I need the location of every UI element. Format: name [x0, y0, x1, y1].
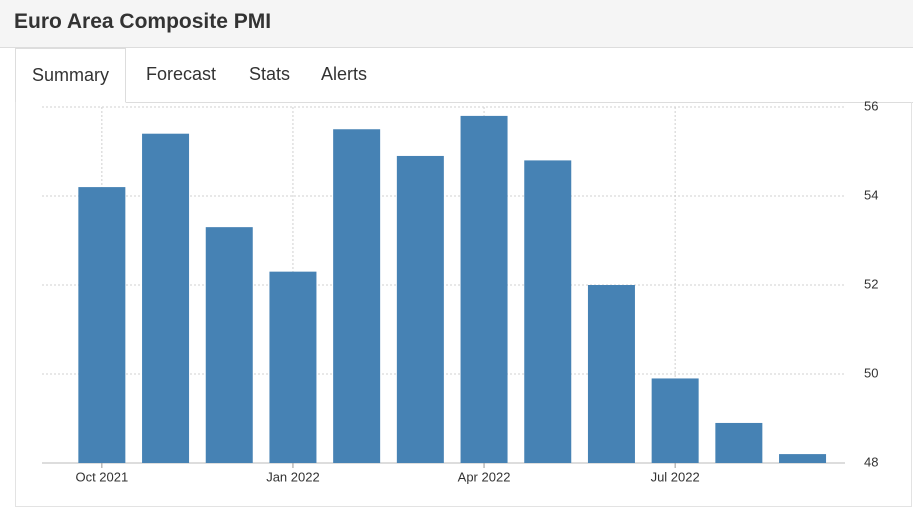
bar — [651, 378, 699, 463]
page-title: Euro Area Composite PMI — [14, 10, 272, 33]
tab[interactable]: Stats — [249, 64, 291, 84]
tab[interactable]: Forecast — [146, 64, 217, 84]
bar — [142, 133, 190, 463]
x-tick-label: Jan 2022 — [266, 469, 320, 484]
tab[interactable]: Summary — [15, 48, 127, 103]
tab-bar: Summary Forecast Stats Alerts — [15, 48, 913, 103]
x-tick-label: Oct 2021 — [75, 469, 128, 484]
bar — [524, 160, 572, 463]
y-tick-label: 56 — [864, 98, 878, 113]
x-tick-label: Apr 2022 — [458, 469, 511, 484]
y-tick-label: 48 — [864, 454, 878, 469]
bar — [205, 227, 253, 463]
bar — [269, 271, 317, 463]
bar — [333, 129, 381, 463]
x-tick-label: Jul 2022 — [651, 469, 700, 484]
bar — [587, 285, 635, 463]
chart-panel — [15, 102, 912, 507]
bar — [715, 422, 763, 463]
y-tick-label: 54 — [864, 187, 878, 202]
y-tick-label: 52 — [864, 276, 878, 291]
bar — [779, 454, 827, 463]
bar — [460, 115, 508, 464]
bar — [396, 155, 444, 463]
y-tick-label: 50 — [864, 365, 878, 380]
bar — [78, 187, 126, 463]
header: Euro Area Composite PMI — [0, 0, 913, 48]
tab[interactable]: Alerts — [321, 64, 368, 84]
